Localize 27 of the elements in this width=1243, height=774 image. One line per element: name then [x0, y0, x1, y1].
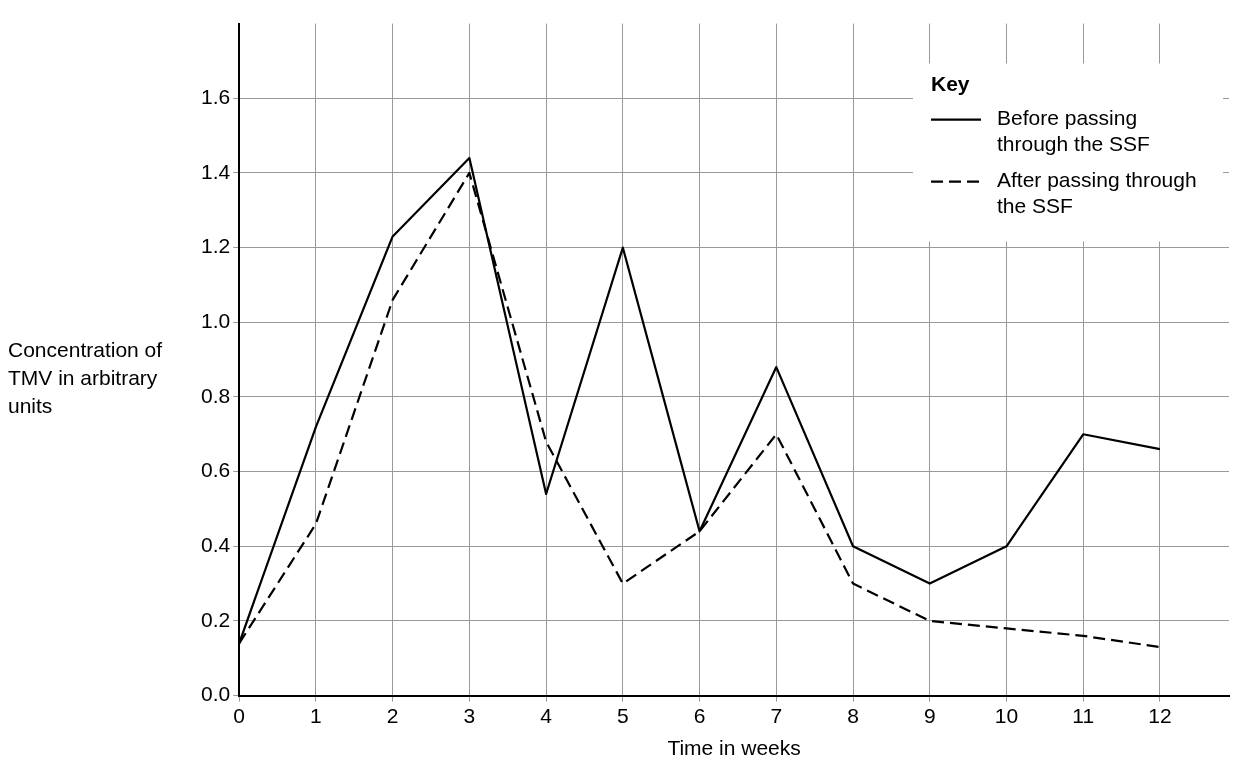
- text: 0.0: [200, 682, 231, 706]
- x-tick-label: 12: [1148, 704, 1172, 727]
- x-tick-label: 8: [847, 704, 859, 727]
- y-tick-label: 1.2: [200, 234, 231, 258]
- y-tick-label: 0.6: [200, 458, 231, 482]
- x-axis-title: Time in weeks: [667, 736, 801, 760]
- x-tick-label: 2: [386, 704, 399, 727]
- x-tick-label: 3: [463, 704, 476, 727]
- text: 1.0: [200, 309, 231, 333]
- x-tick-label: 0: [233, 704, 246, 727]
- x-tick-label: 5: [617, 704, 629, 727]
- x-tick-label: 9: [923, 704, 936, 727]
- legend-label: After passing through the SSF: [997, 168, 1197, 218]
- y-tick-label: 0.4: [200, 533, 231, 557]
- y-tick-label: 1.6: [200, 85, 231, 109]
- y-axis-title: Concentration of TMV in arbitrary units: [8, 338, 163, 418]
- y-tick-label: 0.2: [200, 607, 231, 631]
- y-tick-label: 0.8: [200, 383, 231, 407]
- legend-label: Before passing through the SSF: [997, 106, 1150, 156]
- x-tick-label: 7: [770, 704, 783, 727]
- x-tick-label: 4: [540, 704, 553, 727]
- x-tick-label: 1: [310, 704, 322, 727]
- x-tick-label: 6: [693, 704, 706, 727]
- x-tick-label: 11: [1072, 704, 1095, 727]
- x-tick-label: 10: [994, 704, 1019, 727]
- y-tick-label: 1.4: [200, 159, 231, 183]
- legend-title: Key: [931, 72, 970, 96]
